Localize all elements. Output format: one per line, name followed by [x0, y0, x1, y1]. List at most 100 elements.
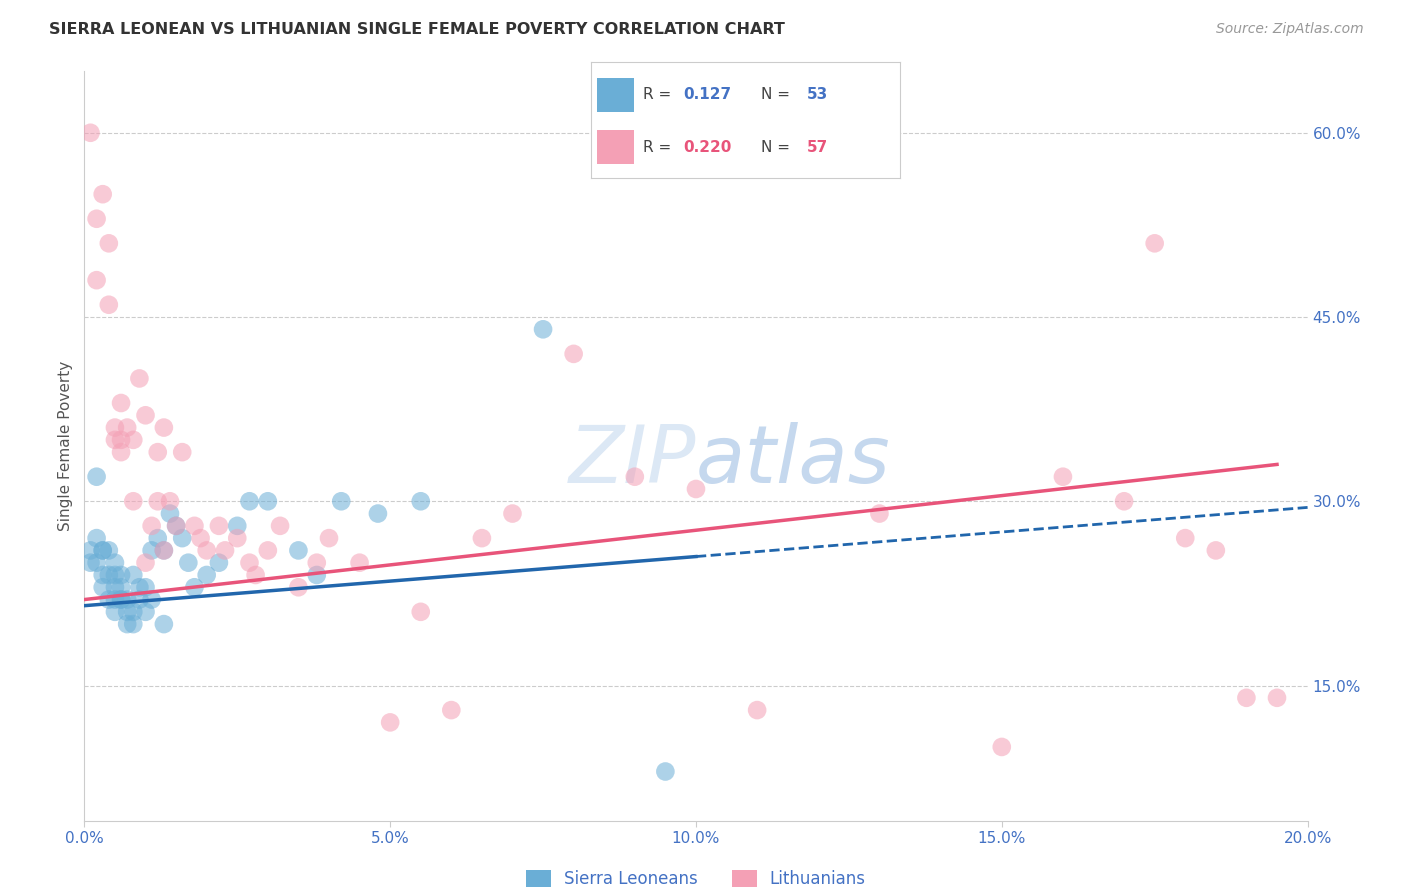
Point: [1114, 494, 1136, 508]
Point: [165, 519, 187, 533]
Point: [104, 568, 127, 582]
Point: [141, 543, 163, 558]
Text: ZIP: ZIP: [568, 422, 696, 500]
Point: [226, 531, 249, 545]
Point: [654, 764, 676, 779]
Point: [122, 605, 145, 619]
Point: [305, 556, 328, 570]
Point: [153, 543, 176, 558]
Text: R =: R =: [643, 139, 676, 154]
Point: [409, 605, 432, 619]
Y-axis label: Single Female Poverty: Single Female Poverty: [58, 361, 73, 531]
Legend: Sierra Leoneans, Lithuanians: Sierra Leoneans, Lithuanians: [519, 863, 873, 892]
Point: [330, 494, 353, 508]
Point: [115, 605, 138, 619]
Point: [159, 494, 181, 508]
Point: [97, 298, 120, 312]
Point: [97, 592, 120, 607]
Point: [115, 617, 138, 632]
Point: [91, 187, 114, 202]
Point: [624, 469, 647, 483]
Point: [238, 556, 260, 570]
Text: 0.220: 0.220: [683, 139, 731, 154]
Point: [502, 507, 524, 521]
Point: [122, 433, 145, 447]
Point: [122, 617, 145, 632]
Text: N =: N =: [761, 87, 794, 103]
Point: [245, 568, 267, 582]
Point: [869, 507, 891, 521]
Point: [226, 519, 249, 533]
Point: [287, 580, 309, 594]
Point: [257, 543, 280, 558]
Point: [79, 556, 101, 570]
Point: [128, 371, 150, 385]
Point: [165, 519, 187, 533]
Point: [135, 605, 157, 619]
Point: [471, 531, 494, 545]
Point: [562, 347, 585, 361]
Point: [146, 445, 169, 459]
Point: [159, 507, 181, 521]
Point: [122, 494, 145, 508]
Text: Source: ZipAtlas.com: Source: ZipAtlas.com: [1216, 22, 1364, 37]
Text: 0.127: 0.127: [683, 87, 731, 103]
Point: [86, 273, 108, 287]
Point: [318, 531, 340, 545]
Point: [91, 580, 114, 594]
Point: [110, 396, 132, 410]
Point: [685, 482, 707, 496]
Point: [153, 617, 176, 632]
Point: [110, 592, 132, 607]
Point: [91, 543, 114, 558]
Point: [146, 531, 169, 545]
Point: [195, 543, 218, 558]
Point: [97, 543, 120, 558]
Point: [208, 519, 231, 533]
Point: [367, 507, 389, 521]
Point: [122, 568, 145, 582]
Point: [141, 592, 163, 607]
Point: [177, 556, 200, 570]
Point: [153, 543, 176, 558]
Point: [440, 703, 463, 717]
Point: [86, 211, 108, 226]
Point: [79, 543, 101, 558]
Point: [747, 703, 769, 717]
Point: [257, 494, 280, 508]
Text: SIERRA LEONEAN VS LITHUANIAN SINGLE FEMALE POVERTY CORRELATION CHART: SIERRA LEONEAN VS LITHUANIAN SINGLE FEMA…: [49, 22, 785, 37]
Bar: [596, 78, 634, 112]
Point: [141, 519, 163, 533]
Point: [110, 592, 132, 607]
Point: [135, 556, 157, 570]
Point: [1205, 543, 1227, 558]
Point: [110, 445, 132, 459]
Point: [349, 556, 371, 570]
Point: [238, 494, 260, 508]
Point: [104, 605, 127, 619]
Point: [1052, 469, 1074, 483]
Point: [128, 592, 150, 607]
Point: [104, 580, 127, 594]
Point: [409, 494, 432, 508]
Point: [135, 409, 157, 423]
Point: [1265, 690, 1288, 705]
Point: [110, 433, 132, 447]
Bar: [596, 129, 634, 164]
Text: R =: R =: [643, 87, 676, 103]
Point: [86, 469, 108, 483]
Point: [153, 420, 176, 434]
Point: [104, 420, 127, 434]
Point: [214, 543, 236, 558]
Point: [104, 433, 127, 447]
Point: [91, 568, 114, 582]
Point: [183, 519, 205, 533]
Point: [269, 519, 291, 533]
Text: atlas: atlas: [696, 422, 891, 500]
Point: [146, 494, 169, 508]
Point: [79, 126, 101, 140]
Point: [305, 568, 328, 582]
Point: [115, 592, 138, 607]
Point: [110, 580, 132, 594]
Point: [172, 531, 194, 545]
